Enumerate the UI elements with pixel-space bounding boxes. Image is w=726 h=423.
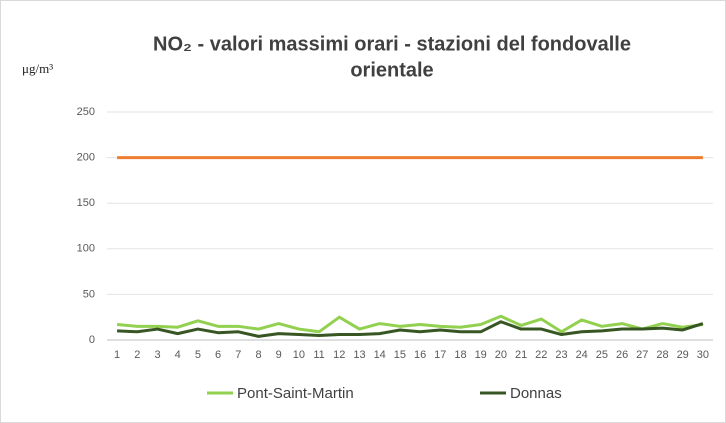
y-tick-label: 200 [77,152,95,164]
x-tick-label: 4 [175,349,181,361]
legend-label: Donnas [510,385,562,402]
y-tick-label: 50 [83,288,95,300]
series-line [116,314,704,334]
x-tick-label: 16 [414,349,426,361]
x-tick-label: 23 [555,349,567,361]
x-tick-label: 28 [656,349,668,361]
x-tick-label: 1 [114,349,120,361]
y-tick-label: 150 [77,197,95,209]
x-tick-label: 25 [596,349,608,361]
x-tick-label: 10 [293,349,305,361]
legend-label: Pont-Saint-Martin [237,385,354,402]
x-tick-label: 15 [394,349,406,361]
x-tick-label: 26 [616,349,628,361]
x-tick-label: 30 [697,349,709,361]
x-tick-label: 2 [134,349,140,361]
x-tick-label: 20 [495,349,507,361]
chart-title: NO₂ - valori massimi orari - stazioni de… [153,33,631,55]
x-tick-label: 14 [374,349,386,361]
x-tick-label: 6 [215,349,221,361]
series-line [117,320,704,338]
x-tick-label: 19 [475,349,487,361]
y-tick-label: 0 [89,334,95,346]
y-tick-label: 250 [77,106,95,118]
x-tick-label: 13 [353,349,365,361]
x-tick-label: 18 [454,349,466,361]
x-tick-label: 22 [535,349,547,361]
chart-title: orientale [350,59,433,81]
x-tick-label: 29 [677,349,689,361]
x-tick-label: 21 [515,349,527,361]
x-tick-label: 24 [576,349,588,361]
x-tick-label: 12 [333,349,345,361]
x-tick-label: 9 [276,349,282,361]
y-axis-label: μg/m³ [22,61,53,76]
x-tick-label: 11 [313,349,324,361]
x-tick-label: 5 [195,349,201,361]
x-tick-label: 3 [154,349,160,361]
x-tick-label: 7 [235,349,241,361]
y-tick-label: 100 [77,243,95,255]
x-tick-label: 8 [255,349,261,361]
x-tick-label: 17 [434,349,446,361]
x-tick-label: 27 [636,349,648,361]
